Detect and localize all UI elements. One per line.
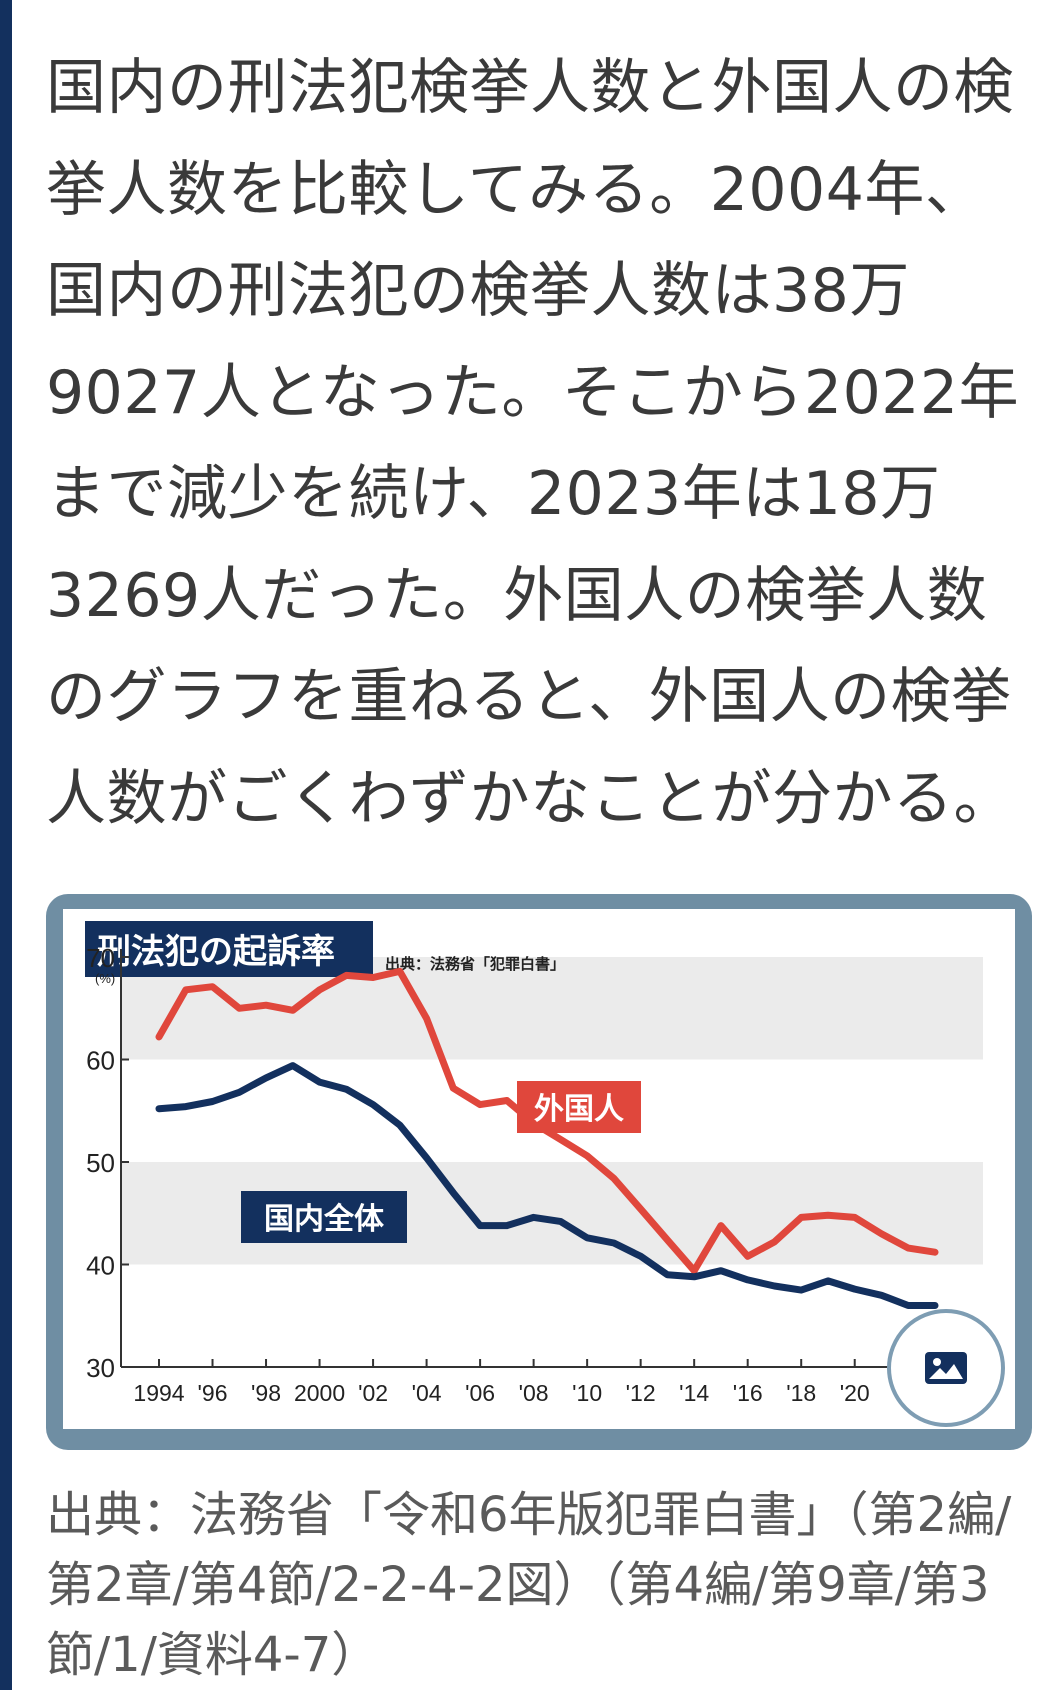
y-tick-label: 70 (86, 943, 115, 973)
x-tick-label: '16 (733, 1380, 763, 1406)
chart-panel: 刑法犯の起訴率出典：法務省「犯罪白書」 30 40 50 60 70 (%) 1994 '96 '… (63, 909, 1015, 1429)
series-label: 国内全体 (264, 1202, 385, 1237)
chart-source: 出典：法務省「犯罪白書」 (385, 955, 565, 973)
x-tick-label: '10 (572, 1380, 602, 1406)
x-tick-label: '06 (465, 1380, 495, 1406)
source-caption: 出典：法務省「令和6年版犯罪白書」（第2編/第2章/第4節/2-2-4-2図）（… (46, 1487, 1012, 1683)
article-paragraph: 国内の刑法犯検挙人数と外国人の検挙人数を比較してみる。2004年、国内の刑法犯の… (46, 53, 1020, 834)
x-tick-label: '02 (358, 1380, 388, 1406)
image-icon (925, 1352, 967, 1384)
x-tick-label: '14 (679, 1380, 709, 1406)
series-label: 外国人 (534, 1092, 624, 1127)
chart-svg: 刑法犯の起訴率出典：法務省「犯罪白書」 30 40 50 60 70(%) 1994 '96 '… (85, 921, 983, 1406)
x-tick-label: '96 (198, 1380, 228, 1406)
y-tick-label: 30 (86, 1353, 115, 1383)
x-tick-label: 2000 (294, 1380, 345, 1406)
view-image-button[interactable] (887, 1309, 1005, 1427)
x-tick-label: '20 (840, 1380, 870, 1406)
x-tick-label: '98 (251, 1380, 281, 1406)
y-axis-unit: (%) (95, 971, 115, 986)
series-label-box (517, 1081, 641, 1133)
chart-title-box (85, 921, 373, 977)
chart-figure[interactable]: 刑法犯の起訴率出典：法務省「犯罪白書」 30 40 50 60 70 (%) 1994 '96 '… (46, 894, 1032, 1450)
x-tick-label: '12 (626, 1380, 656, 1406)
series-line-domestic (155, 1062, 939, 1309)
y-tick-label: 50 (86, 1148, 115, 1178)
x-tick-label: '04 (412, 1380, 442, 1406)
x-tick-label: '08 (519, 1380, 549, 1406)
x-tick-label: '18 (786, 1380, 816, 1406)
y-tick-label: 40 (86, 1251, 115, 1281)
left-accent-bar (0, 0, 12, 1690)
chart-title: 刑法犯の起訴率 (97, 932, 335, 972)
series-label-box (241, 1191, 407, 1243)
x-tick-label: 1994 (133, 1380, 184, 1406)
y-tick-label: 60 (86, 1046, 115, 1076)
